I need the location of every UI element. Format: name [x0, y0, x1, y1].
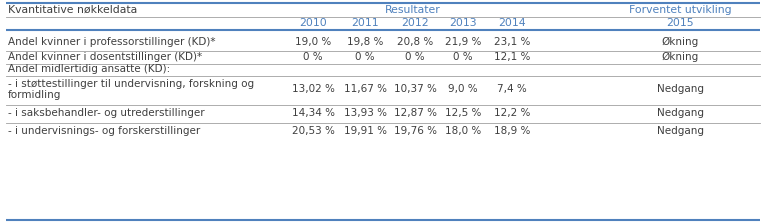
Text: 13,02 %: 13,02 %: [292, 84, 335, 94]
Text: 2010: 2010: [300, 18, 327, 28]
Text: 19,76 %: 19,76 %: [394, 126, 437, 136]
Text: 12,1 %: 12,1 %: [494, 52, 530, 62]
Text: 11,67 %: 11,67 %: [343, 84, 387, 94]
Text: Resultater: Resultater: [385, 5, 440, 15]
Text: 21,9 %: 21,9 %: [445, 37, 481, 47]
Text: Økning: Økning: [661, 37, 699, 47]
Text: 10,37 %: 10,37 %: [394, 84, 437, 94]
Text: 18,0 %: 18,0 %: [445, 126, 481, 136]
Text: Økning: Økning: [661, 52, 699, 62]
Text: 2013: 2013: [449, 18, 476, 28]
Text: 0 %: 0 %: [303, 52, 322, 62]
Text: 2014: 2014: [498, 18, 525, 28]
Text: - i undervisnings- og forskerstillinger: - i undervisnings- og forskerstillinger: [8, 126, 200, 136]
Text: Nedgang: Nedgang: [656, 108, 703, 118]
Text: 12,2 %: 12,2 %: [494, 108, 530, 118]
Text: 12,5 %: 12,5 %: [445, 108, 481, 118]
Text: Forventet utvikling: Forventet utvikling: [629, 5, 732, 15]
Text: Andel kvinner i professorstillinger (KD)*: Andel kvinner i professorstillinger (KD)…: [8, 37, 215, 47]
Text: 7,4 %: 7,4 %: [497, 84, 527, 94]
Text: 19,0 %: 19,0 %: [295, 37, 331, 47]
Text: 0 %: 0 %: [355, 52, 375, 62]
Text: 19,91 %: 19,91 %: [343, 126, 387, 136]
Text: 23,1 %: 23,1 %: [494, 37, 530, 47]
Text: 20,53 %: 20,53 %: [292, 126, 335, 136]
Text: 13,93 %: 13,93 %: [343, 108, 387, 118]
Text: 20,8 %: 20,8 %: [397, 37, 433, 47]
Text: 2011: 2011: [351, 18, 379, 28]
Text: Andel midlertidig ansatte (KD):: Andel midlertidig ansatte (KD):: [8, 64, 170, 74]
Text: 2015: 2015: [666, 18, 694, 28]
Text: Nedgang: Nedgang: [656, 84, 703, 94]
Text: formidling: formidling: [8, 90, 61, 100]
Text: 9,0 %: 9,0 %: [448, 84, 478, 94]
Text: 19,8 %: 19,8 %: [347, 37, 383, 47]
Text: - i støttestillinger til undervisning, forskning og: - i støttestillinger til undervisning, f…: [8, 79, 254, 89]
Text: Andel kvinner i dosentstillinger (KD)*: Andel kvinner i dosentstillinger (KD)*: [8, 52, 202, 62]
Text: 2012: 2012: [401, 18, 429, 28]
Text: Nedgang: Nedgang: [656, 126, 703, 136]
Text: 12,87 %: 12,87 %: [394, 108, 437, 118]
Text: 0 %: 0 %: [405, 52, 425, 62]
Text: - i saksbehandler- og utrederstillinger: - i saksbehandler- og utrederstillinger: [8, 108, 205, 118]
Text: 0 %: 0 %: [453, 52, 473, 62]
Text: 14,34 %: 14,34 %: [292, 108, 335, 118]
Text: 18,9 %: 18,9 %: [494, 126, 530, 136]
Text: Kvantitative nøkkeldata: Kvantitative nøkkeldata: [8, 5, 137, 15]
